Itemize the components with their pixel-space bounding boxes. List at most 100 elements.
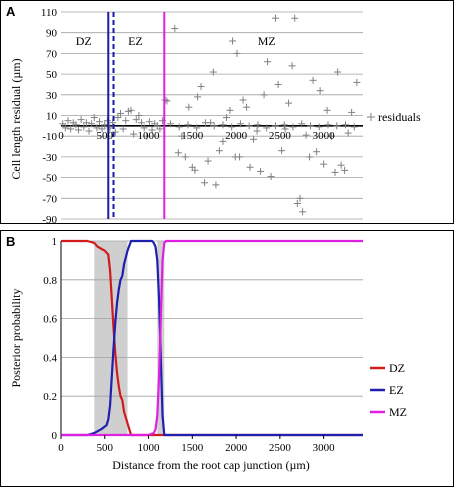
residual-point: [236, 153, 244, 161]
panel-b-xtick-label: 2000: [225, 442, 248, 454]
residual-point: [194, 93, 202, 101]
residual-point: [201, 179, 209, 187]
mz-legend-label: MZ: [389, 405, 407, 419]
panel-a-grid: [61, 11, 363, 220]
residual-point: [143, 132, 151, 140]
residual-point: [93, 124, 101, 132]
panel-a-boundaries: [107, 12, 166, 219]
residual-point: [145, 118, 153, 126]
residual-point: [191, 166, 199, 174]
residual-point: [61, 124, 69, 132]
panel-a-ytick-label: -50: [42, 173, 57, 185]
residual-point: [64, 117, 72, 125]
residual-point: [271, 122, 279, 130]
panel-a-ytick-label: -90: [42, 214, 57, 226]
residual-point: [236, 120, 244, 128]
panel-b-xlabel: Distance from the root cap junction (µm): [112, 458, 310, 472]
residual-point: [239, 96, 247, 104]
ez-series-line: [61, 239, 363, 437]
residual-point: [288, 62, 296, 70]
residual-point: [130, 130, 138, 138]
residual-point: [278, 147, 286, 155]
residual-point: [341, 121, 349, 129]
residual-point: [348, 108, 356, 116]
zone-label: DZ: [76, 34, 92, 48]
panel-b-shading: [94, 241, 165, 435]
residual-point: [289, 123, 297, 131]
residual-point: [260, 91, 268, 99]
residual-point: [210, 122, 218, 130]
panel-a-ytick-label: -70: [42, 193, 57, 205]
residual-point: [257, 167, 265, 175]
residual-point: [285, 99, 293, 107]
residual-point: [353, 78, 361, 86]
panel-a-ytick-label: 90: [46, 28, 58, 40]
residual-point: [175, 123, 183, 131]
residual-point: [271, 14, 279, 22]
residual-point: [174, 149, 182, 157]
panel-a-ytick-label: -10: [42, 131, 57, 143]
panel-a-xtick-label: 1500: [181, 130, 204, 142]
residual-point: [306, 153, 314, 161]
residual-point: [350, 123, 358, 131]
panel-a-legend: residuals: [367, 110, 421, 124]
panel-b-ticks: 1 0.8 0.6 0.4 0.2 00 500 1000 1500 2000 2500 3000: [43, 236, 335, 454]
panel-b-ytick-label: 0.4: [43, 352, 57, 364]
residual-point: [246, 163, 254, 171]
residual-point: [324, 121, 332, 129]
residual-point: [280, 121, 288, 129]
residual-point: [333, 122, 341, 130]
residual-point: [80, 123, 88, 131]
dz-legend-label: DZ: [389, 361, 405, 375]
residual-point: [127, 106, 135, 114]
panel-b-lines: [61, 239, 363, 437]
panel-b-xtick-label: 3000: [313, 442, 336, 454]
residual-point: [293, 199, 301, 207]
residuals-legend-label: residuals: [378, 110, 421, 124]
residual-point: [215, 147, 223, 155]
residual-point: [344, 129, 352, 137]
residual-point: [209, 68, 217, 76]
residual-point: [85, 127, 93, 135]
residual-point: [274, 80, 282, 88]
residual-point: [315, 123, 323, 131]
residual-point: [316, 87, 324, 95]
residual-point: [337, 161, 345, 169]
residual-point: [171, 25, 179, 33]
residual-point: [96, 118, 104, 126]
residual-point: [82, 119, 90, 127]
residual-point: [327, 132, 335, 140]
residual-point: [219, 137, 227, 145]
residual-point: [117, 109, 125, 117]
residual-point: [320, 160, 328, 168]
panel-a-zone-labels: DZ EZ MZ: [76, 34, 276, 48]
residual-point: [166, 120, 174, 128]
residual-point: [229, 37, 237, 45]
panel-b-xtick-label: 0: [58, 442, 64, 454]
residual-point: [132, 116, 140, 124]
residual-point: [178, 132, 186, 140]
residual-point: [291, 14, 299, 22]
residual-point: [323, 106, 331, 114]
residual-point: [122, 117, 130, 125]
residual-point: [245, 122, 253, 130]
panel-b-ytick-label: 0.8: [43, 275, 57, 287]
panel-a-ytick-label: 10: [46, 111, 58, 123]
residual-point: [77, 116, 85, 124]
panel-b-legend: DZ EZ MZ: [370, 361, 407, 419]
residual-point: [204, 157, 212, 165]
panel-a-ytick-label: -30: [42, 152, 57, 164]
panel-a-ticks: 110 90 70 50 30 10 -10 -30 -50 -70 -90 0 500 1000 1500…: [41, 7, 335, 226]
residual-point: [90, 114, 98, 122]
panel-b-ylabel: Posterior probability: [9, 289, 23, 388]
residual-point: [119, 125, 127, 133]
residual-point: [302, 131, 310, 139]
residual-point: [331, 168, 339, 176]
zone-label: MZ: [258, 34, 276, 48]
residual-point: [281, 125, 289, 133]
residual-point: [222, 114, 230, 122]
residual-point: [114, 114, 122, 122]
residual-point: [197, 83, 205, 91]
panel-a-letter: A: [6, 4, 16, 19]
